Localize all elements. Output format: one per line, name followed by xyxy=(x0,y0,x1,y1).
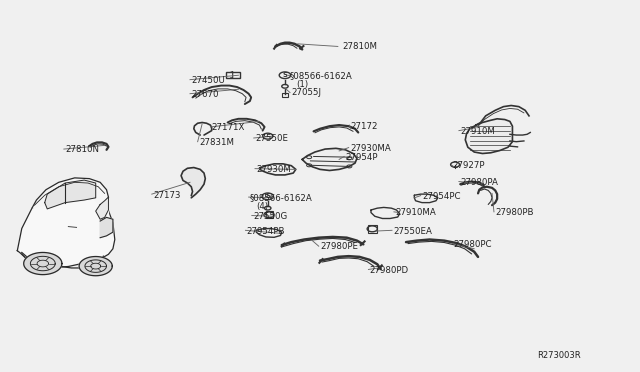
Text: 27450U: 27450U xyxy=(191,76,225,85)
Polygon shape xyxy=(32,178,108,223)
Text: 27954P: 27954P xyxy=(346,153,378,162)
Text: S: S xyxy=(282,72,287,78)
Bar xyxy=(266,211,273,218)
Text: S: S xyxy=(265,193,270,199)
Bar xyxy=(282,93,288,97)
Text: 27172: 27172 xyxy=(351,122,378,131)
Text: 27980PA: 27980PA xyxy=(460,178,498,187)
Polygon shape xyxy=(181,167,205,198)
Text: 27930M: 27930M xyxy=(256,165,291,174)
Text: 27930MA: 27930MA xyxy=(351,144,391,153)
Text: 27831M: 27831M xyxy=(199,138,234,147)
Text: 27670: 27670 xyxy=(191,90,219,99)
Bar xyxy=(226,72,240,78)
Text: 27550E: 27550E xyxy=(255,134,288,143)
Text: 27910M: 27910M xyxy=(460,127,495,136)
Text: R273003R: R273003R xyxy=(537,350,580,360)
Text: 27810N: 27810N xyxy=(65,145,99,154)
Text: 27980PB: 27980PB xyxy=(495,208,534,217)
Text: 27173: 27173 xyxy=(153,191,180,200)
Polygon shape xyxy=(259,164,296,175)
Text: 27171X: 27171X xyxy=(212,123,245,132)
Polygon shape xyxy=(79,257,112,276)
Polygon shape xyxy=(465,119,513,154)
Bar xyxy=(369,225,377,232)
Text: 27910MA: 27910MA xyxy=(395,208,436,217)
Text: 27055J: 27055J xyxy=(291,89,321,97)
Polygon shape xyxy=(100,217,113,238)
Text: 27810M: 27810M xyxy=(342,42,378,51)
Text: 27954PC: 27954PC xyxy=(422,192,460,201)
Polygon shape xyxy=(45,180,96,209)
Text: 27927P: 27927P xyxy=(452,161,485,170)
Text: 27980PE: 27980PE xyxy=(320,243,358,251)
Polygon shape xyxy=(17,194,115,267)
Text: §08566-6162A: §08566-6162A xyxy=(289,71,352,80)
Text: 27550G: 27550G xyxy=(253,212,287,221)
Text: 27954PB: 27954PB xyxy=(246,227,285,235)
Text: (1): (1) xyxy=(296,80,308,89)
Text: (4): (4) xyxy=(256,202,268,211)
Text: 27980PD: 27980PD xyxy=(370,266,409,275)
Text: §08566-6162A: §08566-6162A xyxy=(250,193,313,202)
Text: 27550EA: 27550EA xyxy=(394,227,432,235)
Polygon shape xyxy=(24,253,62,275)
Text: 27980PC: 27980PC xyxy=(454,240,492,249)
Polygon shape xyxy=(302,148,357,170)
Polygon shape xyxy=(96,197,108,219)
